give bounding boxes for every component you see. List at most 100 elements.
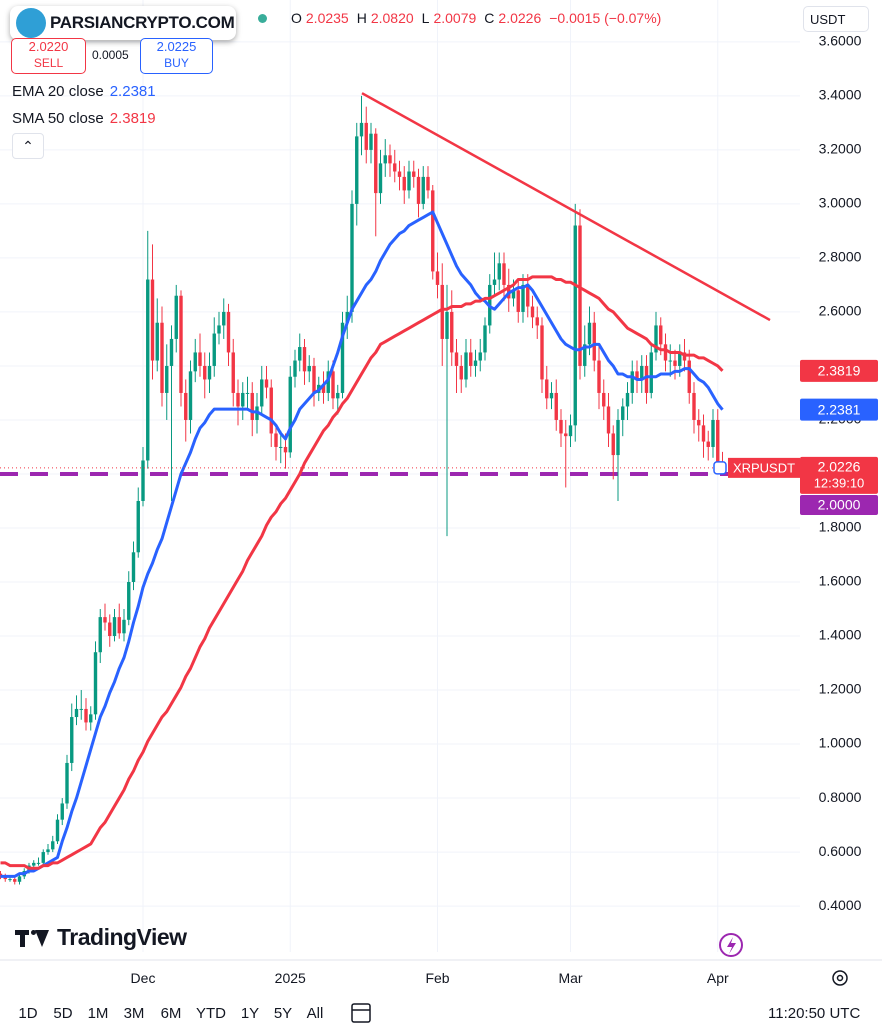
settings-icon[interactable]: [832, 970, 848, 986]
candle-body: [350, 203, 354, 312]
range-button[interactable]: 1Y: [240, 1005, 260, 1022]
y-tick-label: 3.4000: [819, 87, 862, 103]
candle-body: [207, 365, 212, 380]
range-button[interactable]: 1D: [18, 1005, 38, 1022]
candle-body: [654, 325, 658, 353]
ohlc-value: 2.0235: [305, 10, 349, 26]
price-tag-label: 2.3819: [818, 363, 861, 379]
range-button[interactable]: 5Y: [273, 1005, 293, 1022]
candle-body: [583, 344, 587, 366]
candle-body: [302, 347, 307, 372]
candle-body: [545, 379, 549, 399]
candle-body: [51, 841, 55, 850]
candle-body: [483, 325, 487, 353]
candle-body: [179, 295, 183, 393]
calendar-icon[interactable]: [351, 1003, 371, 1023]
candle-body: [146, 279, 150, 461]
candle-body: [673, 360, 677, 366]
candle-body: [136, 500, 140, 553]
range-button[interactable]: 5D: [53, 1005, 73, 1022]
ohlc-value: 2.0820: [370, 10, 414, 26]
candle-body: [184, 392, 188, 420]
buy-button[interactable]: 2.0225 BUY: [140, 38, 213, 74]
candle-body: [602, 392, 606, 407]
buy-price: 2.0225: [156, 39, 197, 54]
logo-icon: [16, 8, 46, 38]
plot: [0, 92, 800, 885]
candle-body: [378, 163, 383, 194]
candle-body: [131, 552, 136, 583]
y-tick-label: 1.4000: [819, 627, 862, 643]
candle-body: [526, 284, 530, 307]
logo-text: PARSIANCRYPTO.COM: [50, 13, 235, 32]
candle-body: [150, 279, 155, 361]
candle-body: [122, 619, 126, 634]
ohlc-bar: O 2.0235 H 2.0820 L 2.0079 C 2.0226 −0.0015 (−0.…: [258, 10, 665, 26]
candle-body: [288, 376, 292, 453]
candle-body: [687, 360, 691, 393]
sell-button[interactable]: 2.0220 SELL: [11, 38, 86, 74]
candle-body: [326, 371, 330, 393]
candle-body: [701, 425, 706, 442]
candle-body: [412, 171, 416, 177]
candle-body: [459, 365, 463, 380]
candle-body: [231, 352, 235, 393]
candle-body: [407, 171, 411, 191]
candle-body: [450, 311, 454, 353]
candle-body: [55, 819, 60, 842]
candle-body: [606, 406, 611, 434]
candle-body: [578, 225, 582, 366]
candle-body: [473, 360, 478, 366]
candle-body: [89, 714, 93, 723]
candle-body: [540, 325, 544, 380]
level-tag-label: 2.0000: [818, 497, 861, 513]
candle-body: [692, 392, 696, 420]
status-dot: [258, 13, 267, 23]
candle-body: [388, 155, 392, 164]
collapse-button[interactable]: ⌃: [12, 133, 44, 159]
candle-body: [298, 347, 302, 361]
candle-body: [169, 338, 174, 366]
candle-body: [13, 879, 17, 882]
currency-select[interactable]: USDT: [803, 6, 869, 32]
price-tag: [800, 359, 878, 382]
price-tag: [800, 456, 878, 494]
y-tick-label: 0.6000: [819, 843, 862, 859]
range-button[interactable]: YTD: [196, 1005, 226, 1022]
y-tick-label: 2.8000: [819, 249, 862, 265]
candle-body: [307, 365, 311, 372]
candle-body: [264, 379, 269, 388]
x-tick-label: 2025: [274, 970, 306, 986]
range-button[interactable]: 6M: [160, 1005, 182, 1022]
candle-body: [597, 360, 601, 393]
countdown-label: 12:39:10: [814, 475, 865, 490]
candle-body: [188, 371, 193, 420]
indicator-line: [0, 275, 724, 870]
y-tick-label: 0.4000: [819, 897, 862, 913]
candle-body: [511, 290, 516, 299]
price-tag-label: 2.2381: [818, 401, 861, 417]
range-button[interactable]: 3M: [123, 1005, 145, 1022]
ohlc-label: C: [484, 10, 495, 26]
candle-body: [217, 325, 221, 334]
range-button[interactable]: All: [306, 1005, 324, 1022]
candle-body: [336, 392, 340, 399]
candle-body: [355, 136, 359, 204]
candle-body: [426, 176, 430, 191]
candle-body: [65, 762, 69, 804]
candle-body: [36, 862, 41, 864]
candle-body: [630, 371, 634, 393]
candle-body: [383, 155, 387, 164]
candle-body: [464, 352, 468, 380]
candle-body: [46, 849, 50, 853]
candle-body: [260, 379, 264, 407]
candle-body: [41, 852, 45, 863]
candle-body: [8, 879, 12, 881]
candle-body: [74, 708, 79, 718]
legend-name: EMA 20 close: [12, 83, 104, 100]
candle-body: [478, 352, 482, 361]
range-button[interactable]: 1M: [87, 1005, 109, 1022]
price-tag: [800, 398, 878, 421]
alert-icon[interactable]: [719, 933, 743, 957]
